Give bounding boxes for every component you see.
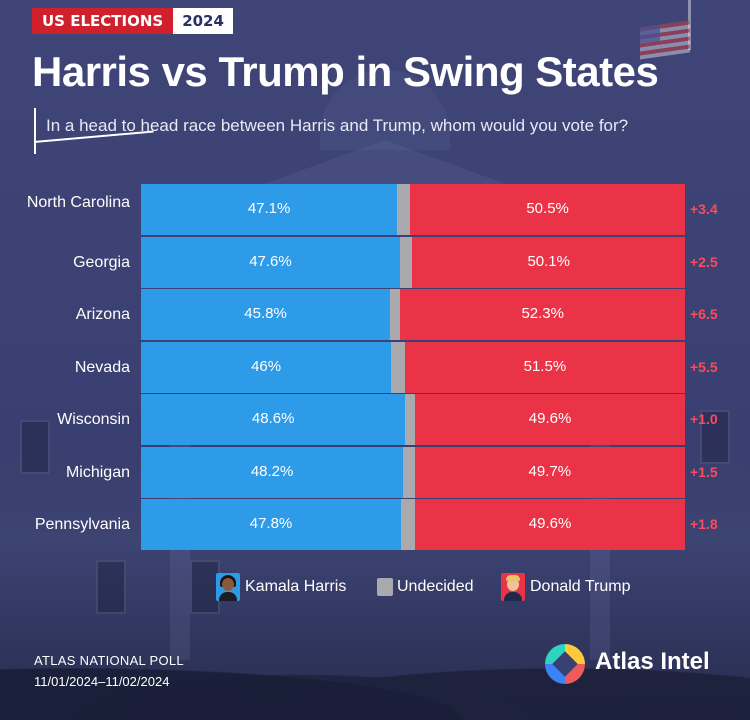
margin-label: +5.5	[690, 358, 718, 375]
legend-label-trump: Donald Trump	[530, 578, 631, 595]
state-label: Wisconsin	[57, 411, 130, 428]
state-label: Georgia	[73, 253, 130, 271]
category-tag: US ELECTIONS 2024	[32, 8, 233, 34]
legend-item-harris: Kamala Harris	[216, 572, 346, 602]
bar-harris	[141, 341, 392, 393]
bar-harris	[141, 184, 398, 235]
bar-trump	[412, 236, 685, 288]
value-label-harris: 48.2%	[250, 462, 294, 480]
harris-portrait-icon	[216, 573, 240, 601]
value-label-harris: 45.8%	[244, 305, 287, 322]
bar-undecided	[397, 184, 411, 235]
bar-harris	[141, 499, 402, 550]
state-label: Pennsylvania	[34, 516, 130, 533]
bar-harris	[141, 236, 400, 288]
margin-label: +3.4	[690, 201, 718, 217]
bar-trump	[410, 184, 685, 235]
value-label-harris: 46%	[251, 357, 282, 375]
value-label-harris: 47.8%	[249, 515, 293, 532]
state-label: Arizona	[75, 306, 130, 323]
legend-label-undecided: Undecided	[397, 578, 474, 595]
bar-harris	[141, 446, 404, 498]
poll-question: In a head to head race between Harris an…	[46, 116, 629, 135]
bar-trump	[415, 394, 685, 445]
margin-label: +1.8	[690, 516, 718, 532]
tag-us-elections: US ELECTIONS	[32, 8, 174, 34]
source-dates: 11/01/2024–11/02/2024	[34, 674, 170, 689]
margin-label: +6.5	[690, 306, 718, 322]
state-label: North Carolina	[26, 194, 130, 211]
legend-label-harris: Kamala Harris	[245, 578, 347, 595]
value-label-harris: 47.6%	[249, 252, 292, 270]
trump-portrait-icon	[501, 573, 525, 601]
bar-undecided	[391, 341, 405, 393]
atlas-logo-icon	[545, 644, 585, 684]
logo-text: Atlas Intel	[595, 648, 710, 675]
background-trees	[0, 630, 750, 720]
background-window	[20, 420, 50, 474]
bar-trump	[414, 446, 685, 498]
bar-trump	[404, 341, 685, 393]
bar-undecided	[405, 394, 416, 445]
question-bracket	[34, 108, 36, 154]
margin-label: +1.0	[690, 411, 718, 427]
value-label-harris: 48.6%	[251, 410, 295, 427]
atlas-intel-logo: Atlas Intel	[545, 644, 735, 688]
bar-harris	[141, 289, 391, 340]
bar-trump	[400, 289, 685, 340]
state-label: Nevada	[74, 358, 130, 376]
background-window	[96, 560, 126, 614]
bar-undecided	[390, 289, 401, 340]
value-label-trump: 50.1%	[527, 252, 570, 270]
bar-undecided	[399, 236, 413, 288]
margin-label: +2.5	[690, 253, 718, 270]
margin-label: +1.5	[690, 463, 718, 480]
value-label-harris: 47.1%	[247, 200, 291, 217]
source-name: ATLAS NATIONAL POLL	[34, 653, 184, 668]
value-label-trump: 49.7%	[528, 462, 572, 480]
value-label-trump: 49.6%	[528, 515, 572, 532]
bar-trump	[415, 499, 685, 550]
value-label-trump: 49.6%	[528, 410, 572, 427]
bar-harris	[141, 394, 406, 445]
page-title: Harris vs Trump in Swing States	[32, 48, 659, 95]
value-label-trump: 50.5%	[526, 200, 569, 217]
undecided-swatch	[377, 578, 393, 596]
bar-undecided	[403, 446, 415, 498]
bar-undecided	[401, 499, 416, 550]
poll-source: ATLAS NATIONAL POLL 11/01/2024–11/02/202…	[34, 650, 184, 692]
background-window	[700, 410, 730, 464]
state-label: Michigan	[65, 463, 130, 481]
tag-year: 2024	[173, 8, 233, 34]
value-label-trump: 51.5%	[523, 357, 567, 375]
legend-item-undecided: Undecided	[377, 572, 474, 602]
legend-item-trump: Donald Trump	[501, 572, 631, 602]
chart-legend: Kamala Harris Undecided Donald Trump	[0, 572, 750, 602]
value-label-trump: 52.3%	[521, 305, 564, 322]
